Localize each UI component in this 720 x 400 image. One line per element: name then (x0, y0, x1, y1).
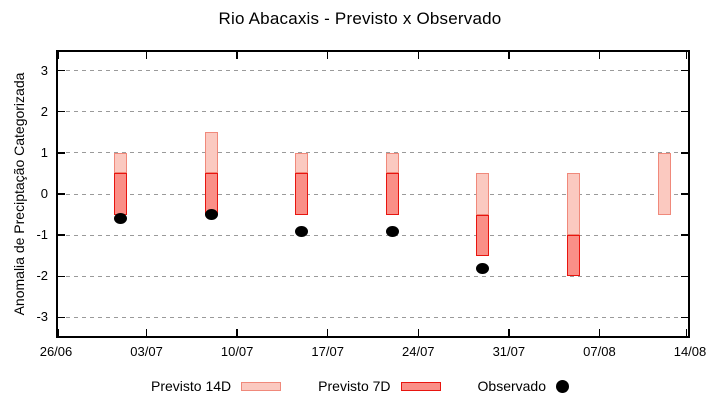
legend-observado-dot (556, 379, 569, 393)
observed-dot (114, 213, 128, 225)
legend-label: Previsto 14D (151, 378, 232, 394)
x-tick-label: 07/08 (583, 344, 616, 359)
bar-previsto-7d (567, 235, 581, 277)
observed-dot (204, 209, 218, 221)
y-tick-label: 2 (40, 103, 48, 119)
y-tick-right (681, 110, 688, 113)
y-tick-left (58, 316, 65, 319)
y-tick-label: -2 (36, 268, 48, 284)
gridline (58, 234, 688, 236)
x-tick-top (417, 52, 420, 59)
gridline (58, 70, 688, 72)
bar-previsto-14d (567, 173, 581, 236)
x-tick-bottom (236, 329, 238, 336)
bar-previsto-14d (657, 152, 671, 215)
legend-previsto-14d-swatch (241, 381, 282, 391)
x-tick-bottom (417, 329, 420, 336)
bar-previsto-14d (476, 173, 490, 215)
bar-previsto-7d (114, 173, 128, 215)
y-tick-right (681, 316, 688, 319)
bar-previsto-14d (204, 132, 218, 174)
y-tick-left (58, 234, 65, 236)
x-tick-top (326, 52, 329, 59)
legend: Previsto 14D Previsto 7D Observado (151, 378, 569, 394)
y-tick-left (58, 193, 65, 195)
x-tick-bottom (685, 329, 688, 336)
x-tick-label: 31/07 (492, 344, 526, 359)
y-tick-left (58, 152, 65, 154)
y-tick-label: -3 (36, 309, 48, 325)
x-tick-bottom (326, 329, 329, 336)
x-tick-top (685, 52, 688, 59)
y-tick-left (58, 275, 65, 278)
y-tick-right (681, 152, 688, 154)
y-tick-right (681, 234, 688, 236)
y-tick-label: -1 (36, 227, 48, 243)
bar-previsto-7d (476, 214, 490, 256)
bar-previsto-14d (295, 152, 309, 174)
y-tick-label: 0 (40, 186, 48, 201)
plot-area (56, 50, 690, 338)
observed-dot (385, 225, 399, 237)
y-tick-label: 3 (40, 62, 48, 78)
legend-item-previsto-7d: Previsto 7D (318, 378, 441, 394)
bar-previsto-14d (385, 152, 399, 174)
x-tick-top (598, 52, 601, 59)
x-tick-label: 03/07 (130, 344, 163, 359)
x-tick-label: 10/07 (220, 344, 254, 359)
y-tick-left (58, 69, 65, 72)
legend-item-observado: Observado (478, 378, 569, 394)
bar-previsto-7d (295, 173, 309, 215)
x-tick-top (57, 52, 59, 59)
x-tick-label: 14/08 (673, 344, 707, 359)
x-tick-label: 26/06 (39, 344, 73, 359)
gridline (58, 111, 688, 113)
x-tick-label: 24/07 (402, 344, 435, 359)
gridline (58, 316, 688, 318)
legend-item-previsto-14d: Previsto 14D (151, 378, 282, 394)
x-tick-top (508, 52, 510, 59)
gridline (58, 193, 688, 195)
x-tick-label: 17/07 (311, 344, 344, 359)
y-tick-left (58, 110, 65, 113)
legend-label: Observado (477, 378, 546, 394)
y-tick-label: 1 (40, 144, 48, 160)
chart-title: Rio Abacaxis - Previsto x Observado (218, 9, 502, 28)
gridline (58, 152, 688, 154)
x-tick-bottom (145, 329, 148, 336)
legend-previsto-7d-swatch (400, 381, 441, 391)
bar-previsto-7d (385, 173, 399, 215)
gridline (58, 275, 688, 277)
x-tick-bottom (598, 329, 601, 336)
y-tick-right (681, 193, 688, 195)
observed-dot (476, 262, 490, 274)
y-tick-right (681, 69, 688, 72)
x-tick-top (145, 52, 148, 59)
bar-previsto-14d (114, 152, 128, 174)
legend-label: Previsto 7D (318, 378, 391, 394)
x-tick-top (236, 52, 238, 59)
x-tick-bottom (57, 329, 59, 336)
observed-dot (295, 225, 309, 237)
x-tick-bottom (508, 329, 510, 336)
y-tick-right (681, 275, 688, 278)
